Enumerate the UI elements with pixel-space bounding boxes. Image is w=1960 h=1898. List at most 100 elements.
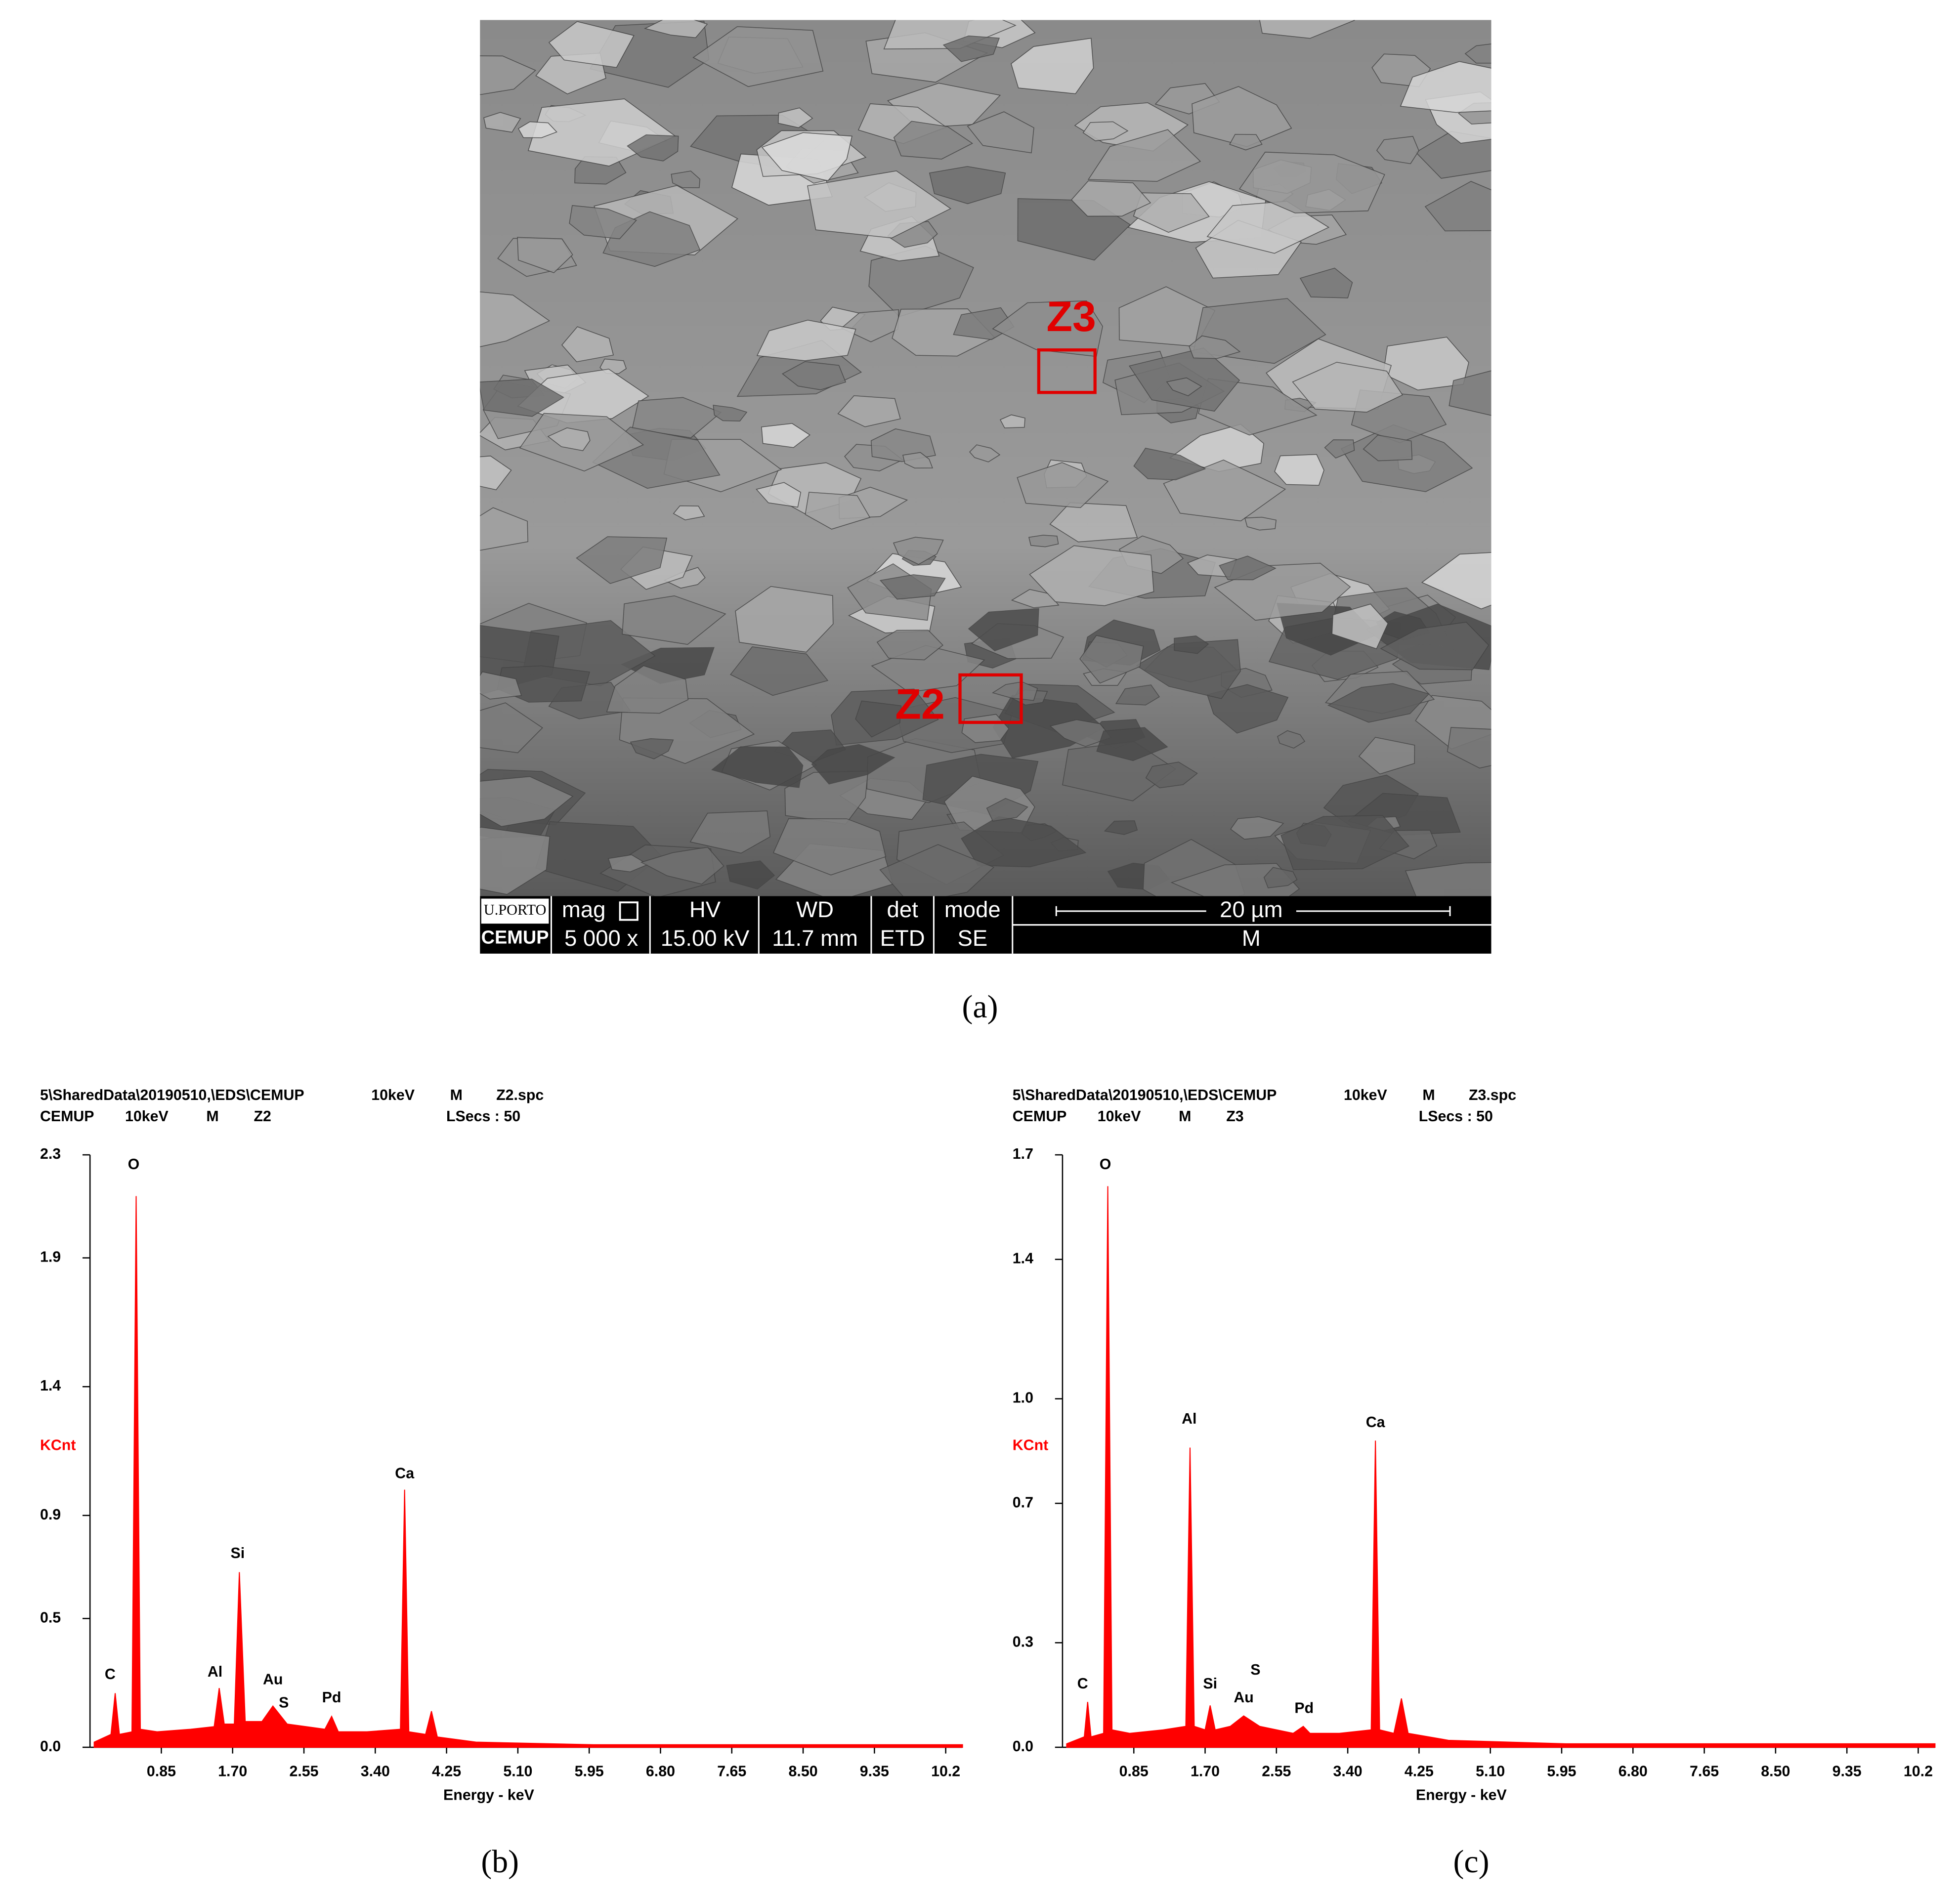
sem-crystal xyxy=(999,414,1025,428)
peak-label: C xyxy=(105,1666,116,1683)
sem-crystal xyxy=(1358,737,1415,775)
header-text: 5\SharedData\20190510,\EDS\CEMUP xyxy=(40,1087,304,1103)
info-label: mode xyxy=(944,897,1001,922)
sem-crystal xyxy=(756,482,802,508)
sem-texture xyxy=(480,20,1491,896)
sem-crystal xyxy=(1327,683,1430,723)
mag-icon xyxy=(619,901,639,921)
sem-crystal xyxy=(1292,362,1404,413)
info-value: ETD xyxy=(880,926,925,951)
y-tick-label: 1.9 xyxy=(40,1249,61,1265)
sem-crystal xyxy=(1017,462,1109,508)
info-label: HV xyxy=(689,897,721,922)
sem-crystal xyxy=(756,319,856,361)
zone-box xyxy=(1037,348,1097,394)
sem-crystal xyxy=(517,121,557,138)
sem-crystal xyxy=(1082,121,1129,141)
zone-label: Z2 xyxy=(895,680,944,728)
sem-crystal xyxy=(902,452,933,468)
sem-crystal xyxy=(879,844,995,896)
x-axis-label: Energy - keV xyxy=(1416,1787,1507,1804)
sem-crystal xyxy=(1274,454,1324,486)
sem-crystal xyxy=(627,134,679,162)
sem-crystal xyxy=(1424,181,1491,232)
y-axis-label: KCnt xyxy=(1013,1437,1048,1453)
x-tick-label: 2.55 xyxy=(1262,1764,1291,1780)
peak-label: Si xyxy=(1203,1676,1217,1692)
sem-crystal xyxy=(726,860,775,889)
sem-crystal xyxy=(606,665,689,714)
header-text: 10keV xyxy=(1098,1108,1142,1125)
sem-crystal xyxy=(1174,635,1209,654)
peak-label: Pd xyxy=(1294,1700,1314,1716)
sem-crystal xyxy=(1087,129,1201,182)
sem-crystal xyxy=(1011,38,1094,94)
infobar: U.PORTO CEMUP mag 5 000 x HV 15.00 kV WD… xyxy=(480,896,1491,954)
sem-crystal xyxy=(781,361,847,390)
sem-crystal xyxy=(1229,134,1263,151)
sem-crystal xyxy=(673,505,705,520)
sem-crystal xyxy=(1028,535,1059,548)
sem-crystal xyxy=(640,846,724,885)
x-tick-label: 5.10 xyxy=(503,1764,532,1780)
header-text: M xyxy=(450,1087,463,1103)
sem-crystal xyxy=(761,132,852,181)
sem-crystal xyxy=(1145,761,1198,789)
sem-crystal xyxy=(1464,43,1491,64)
x-tick-label: 8.50 xyxy=(1761,1764,1790,1780)
sem-crystal xyxy=(1062,741,1176,801)
info-value: 11.7 mm xyxy=(772,926,858,951)
x-tick-label: 5.95 xyxy=(575,1764,604,1780)
sem-crystal xyxy=(1133,448,1206,480)
x-tick-label: 9.35 xyxy=(1832,1764,1862,1780)
sem-crystal xyxy=(968,608,1039,651)
y-tick-label: 0.5 xyxy=(40,1609,61,1626)
x-tick-label: 8.50 xyxy=(789,1764,818,1780)
sem-crystal xyxy=(1133,192,1210,233)
sem-crystal xyxy=(561,326,614,363)
sem-crystal xyxy=(967,111,1034,154)
sem-crystal xyxy=(1118,286,1216,347)
x-tick-label: 3.40 xyxy=(361,1764,390,1780)
peak-label: Si xyxy=(231,1545,245,1561)
sem-crystal xyxy=(480,455,512,491)
x-tick-label: 6.80 xyxy=(1619,1764,1648,1780)
sem-crystal xyxy=(1299,267,1353,298)
peak-label: Ca xyxy=(1366,1414,1386,1431)
sem-crystal xyxy=(1383,337,1469,391)
y-tick-label: 1.4 xyxy=(1013,1251,1033,1267)
sem-crystal xyxy=(777,107,813,128)
x-tick-label: 10.2 xyxy=(931,1764,960,1780)
y-tick-label: 1.4 xyxy=(40,1378,61,1394)
sem-crystal xyxy=(689,810,771,854)
sem-crystal xyxy=(1104,820,1138,835)
sem-crystal xyxy=(837,395,901,427)
x-tick-label: 3.40 xyxy=(1333,1764,1363,1780)
y-tick-label: 0.0 xyxy=(40,1738,61,1755)
sem-crystal xyxy=(1244,516,1277,531)
sem-crystal xyxy=(805,492,871,530)
sem-crystal xyxy=(1206,201,1330,254)
x-tick-label: 4.25 xyxy=(432,1764,461,1780)
peak-label: Al xyxy=(1182,1411,1196,1427)
info-value: 5 000 x xyxy=(564,926,639,951)
sem-crystal xyxy=(711,746,804,788)
x-tick-label: 9.35 xyxy=(860,1764,889,1780)
header-text: 10keV xyxy=(1344,1087,1388,1103)
x-tick-label: 0.85 xyxy=(147,1764,176,1780)
header-text: 5\SharedData\20190510,\EDS\CEMUP xyxy=(1013,1087,1277,1103)
header-text: Z3.spc xyxy=(1469,1087,1516,1103)
sem-crystal xyxy=(855,700,902,738)
y-tick-label: 0.0 xyxy=(1013,1738,1033,1755)
x-tick-label: 5.10 xyxy=(1476,1764,1505,1780)
sem-crystal xyxy=(671,170,700,188)
y-axis-label: KCnt xyxy=(40,1437,76,1453)
scale-label: 20 µm xyxy=(1220,897,1282,922)
x-tick-label: 10.2 xyxy=(1904,1764,1933,1780)
sem-crystal xyxy=(692,26,824,87)
header-text: 10keV xyxy=(371,1087,415,1103)
x-tick-label: 5.95 xyxy=(1547,1764,1576,1780)
info-label: det xyxy=(887,897,919,922)
sem-crystal xyxy=(961,816,1087,868)
y-tick-label: 1.0 xyxy=(1013,1390,1033,1406)
